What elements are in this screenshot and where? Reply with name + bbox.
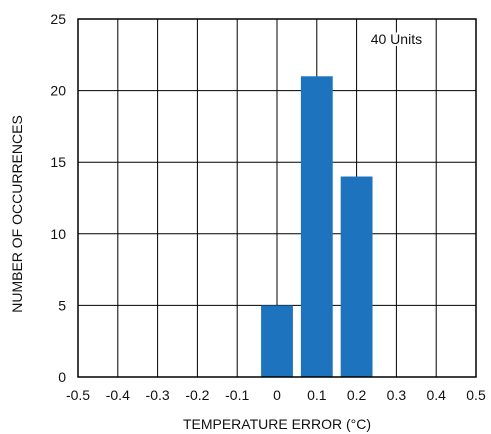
x-tick-label: 0.4	[426, 387, 446, 403]
x-tick-label: 0.1	[307, 387, 327, 403]
y-tick-labels: 0 5 10 15 20 25	[50, 11, 66, 385]
x-tick-label: -0.2	[185, 387, 209, 403]
y-tick-label: 15	[50, 154, 66, 170]
x-tick-labels: -0.5 -0.4 -0.3 -0.2 -0.1 0 0.1 0.2 0.3 0.4 0.5	[66, 387, 486, 403]
plot-frame	[77, 18, 477, 378]
x-tick-label: 0	[273, 387, 281, 403]
x-tick-label: 0.5	[466, 387, 486, 403]
x-tick-label: -0.4	[106, 387, 130, 403]
y-tick-label: 0	[58, 369, 66, 385]
y-tick-label: 10	[50, 226, 66, 242]
y-tick-label: 20	[50, 83, 66, 99]
y-tick-label: 25	[50, 11, 66, 27]
units-annotation: 40 Units	[371, 31, 422, 47]
x-tick-label: -0.1	[225, 387, 249, 403]
y-tick-label: 5	[58, 297, 66, 313]
y-axis-label: NUMBER OF OCCURRENCES	[9, 115, 25, 313]
x-tick-label: -0.3	[146, 387, 170, 403]
bar-2	[340, 176, 373, 377]
x-axis-label: TEMPERATURE ERROR (°C)	[183, 416, 371, 432]
bars-group	[261, 76, 373, 377]
x-tick-label: 0.3	[387, 387, 407, 403]
x-tick-label: 0.2	[347, 387, 367, 403]
x-tick-label: -0.5	[66, 387, 90, 403]
bar-1	[300, 76, 333, 377]
bar-0	[261, 305, 293, 377]
